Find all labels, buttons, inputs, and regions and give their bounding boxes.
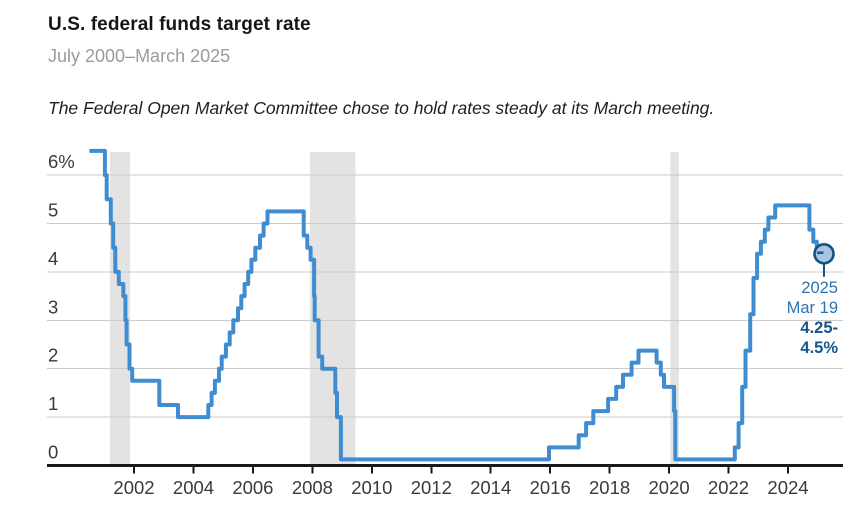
callout-rate-upper: 4.25- — [800, 319, 838, 337]
y-tick-label: 4 — [48, 248, 58, 269]
y-tick-label: 6% — [48, 151, 75, 172]
x-tick-label: 2004 — [173, 477, 214, 498]
x-tick-label: 2018 — [589, 477, 630, 498]
endpoint-marker — [813, 243, 835, 265]
y-tick-label: 0 — [48, 442, 58, 463]
x-tick-label: 2016 — [530, 477, 571, 498]
x-tick-label: 2010 — [351, 477, 392, 498]
recession-band — [670, 152, 679, 464]
callout-year: 2025 — [801, 279, 838, 297]
page-title: U.S. federal funds target rate — [48, 14, 311, 35]
chart-date-range-subtitle: July 2000–March 2025 — [48, 46, 231, 66]
rate-line — [89, 148, 824, 462]
chart-annotation-note: The Federal Open Market Committee chose … — [48, 98, 715, 118]
callout-rate-lower: 4.5% — [800, 339, 838, 357]
x-tick-label: 2014 — [470, 477, 511, 498]
x-tick-label: 2002 — [113, 477, 154, 498]
x-tick-label: 2008 — [292, 477, 333, 498]
y-tick-label: 3 — [48, 296, 58, 317]
callout-date: Mar 19 — [786, 299, 838, 317]
x-tick-label: 2024 — [767, 477, 808, 498]
y-tick-label: 5 — [48, 200, 58, 221]
recession-band — [310, 152, 356, 464]
x-tick-label: 2006 — [232, 477, 273, 498]
y-tick-label: 2 — [48, 345, 58, 366]
y-tick-label: 1 — [48, 393, 58, 414]
endpoint-callout: 2025 Mar 19 4.25- 4.5% — [678, 278, 838, 358]
x-tick-label: 2020 — [649, 477, 690, 498]
x-tick-label: 2022 — [708, 477, 749, 498]
x-tick-label: 2012 — [411, 477, 452, 498]
